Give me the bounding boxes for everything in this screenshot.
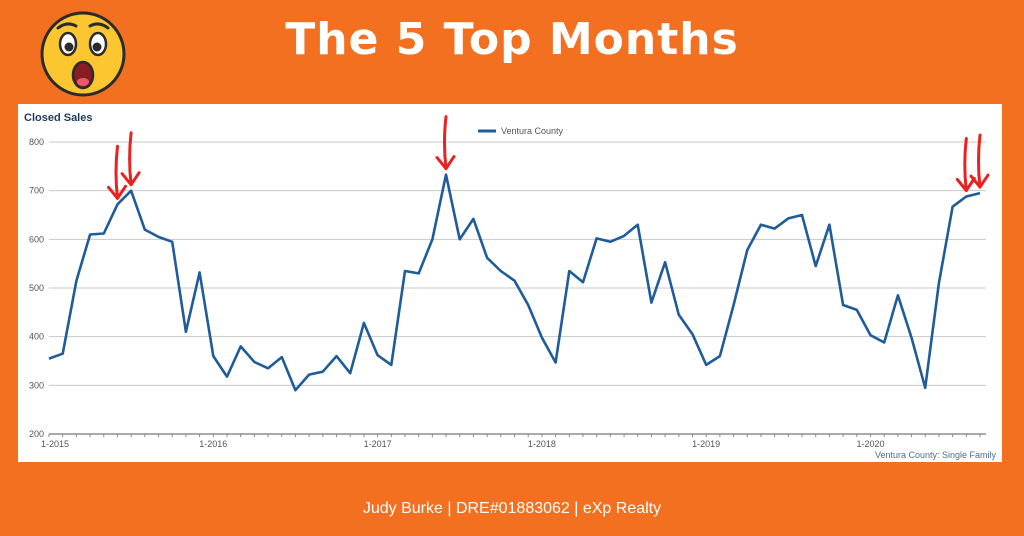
top-month-arrow (969, 133, 990, 189)
legend-label: Ventura County (501, 126, 564, 136)
y-tick-label: 400 (29, 332, 44, 342)
y-tick-label: 800 (29, 137, 44, 147)
astonished-face-icon (40, 11, 126, 97)
x-tick-label: 1-2018 (528, 439, 556, 449)
top-month-arrow (120, 131, 141, 187)
x-tick-label: 1-2017 (364, 439, 392, 449)
line-chart: Closed Sales Ventura County Ventura Coun… (24, 112, 997, 460)
top-month-arrow (435, 115, 456, 171)
y-tick-label: 200 (29, 429, 44, 439)
chart-card: Closed Sales Ventura County Ventura Coun… (18, 104, 1002, 462)
y-tick-label: 300 (29, 380, 44, 390)
top-month-arrow (955, 137, 976, 192)
x-tick-label: 1-2020 (856, 439, 884, 449)
page-title: The 5 Top Months (285, 14, 739, 65)
top-month-arrow (107, 144, 127, 200)
y-tick-label: 500 (29, 283, 44, 293)
y-tick-label: 700 (29, 186, 44, 196)
chart-caption: Ventura County: Single Family (875, 450, 997, 460)
chart-title: Closed Sales (24, 112, 92, 124)
x-tick-label: 1-2016 (199, 439, 227, 449)
y-tick-label: 600 (29, 234, 44, 244)
x-tick-label: 1-2019 (692, 439, 720, 449)
x-tick-label: 1-2015 (41, 439, 69, 449)
footer-credit: Judy Burke | DRE#01883062 | eXp Realty (362, 500, 662, 517)
series-line-ventura-county (48, 173, 981, 392)
